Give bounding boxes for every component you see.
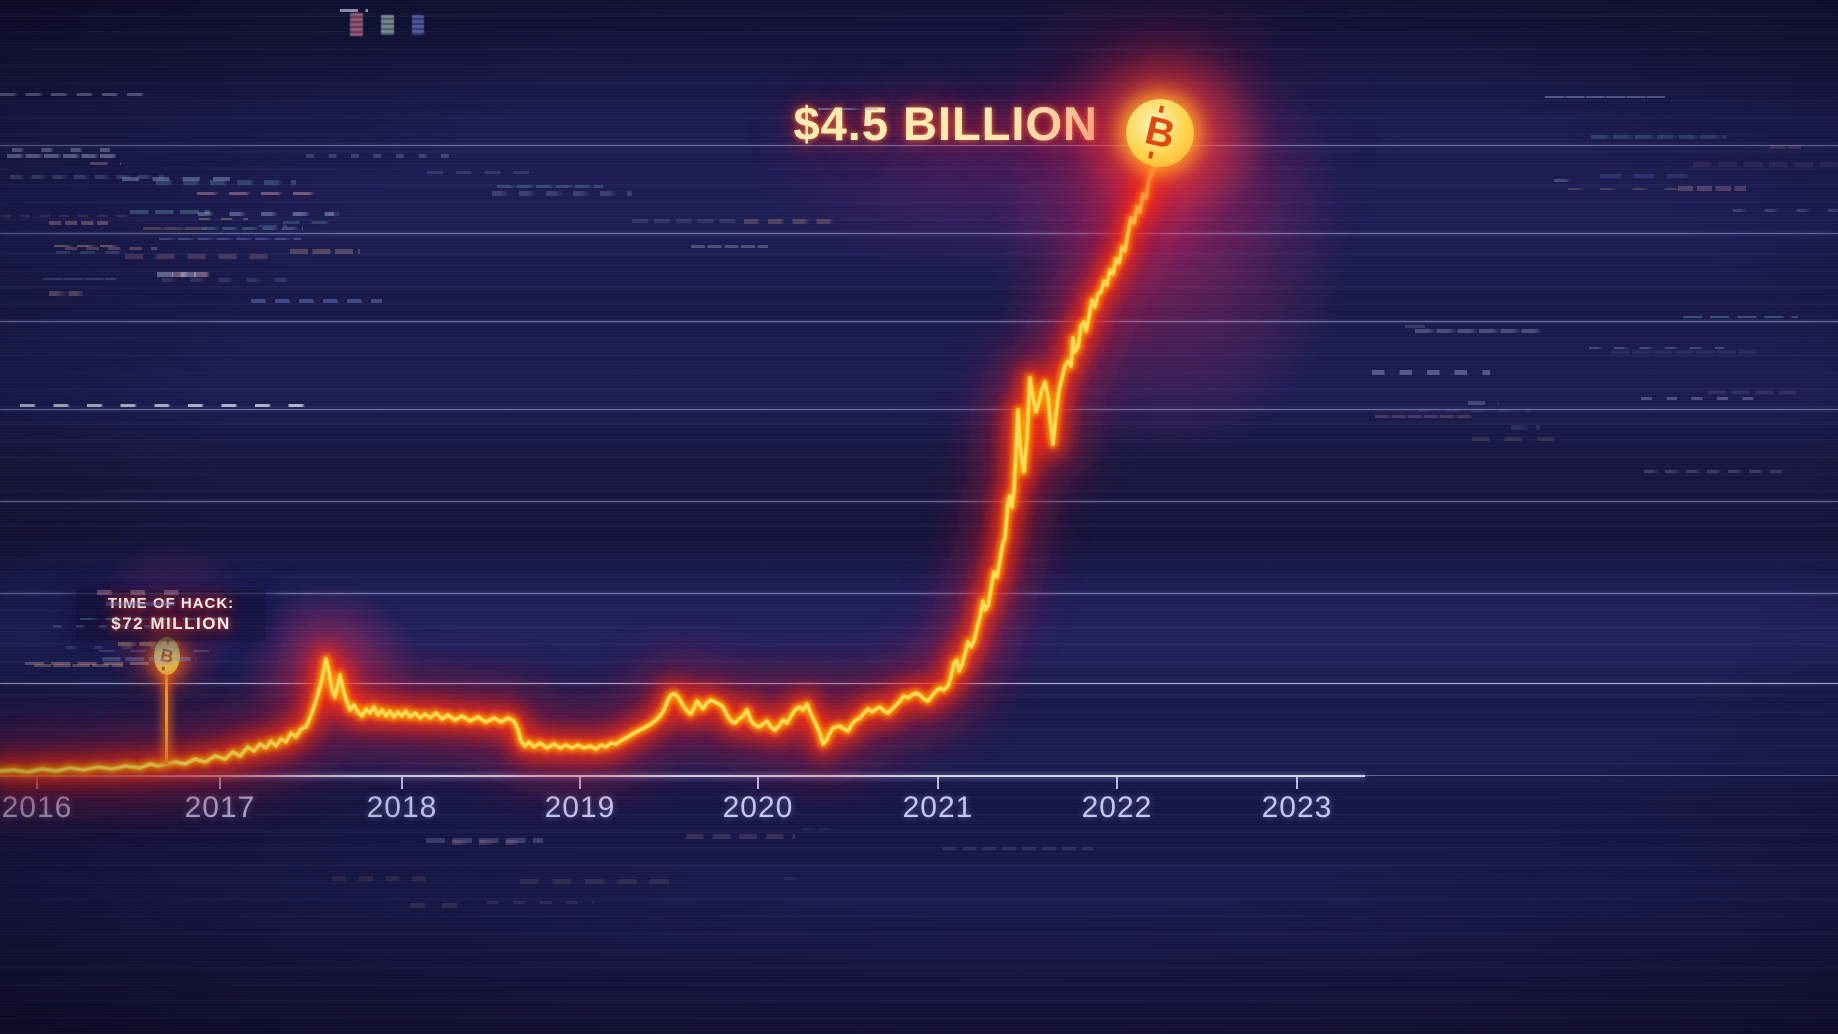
peak-value-label: $4.5 BILLION [793, 97, 1098, 150]
glitch-block-teal [381, 15, 394, 35]
bitcoin-bar-bottom [1148, 151, 1154, 159]
hack-marker-stem [165, 672, 168, 764]
bitcoin-icon: B [1126, 99, 1194, 167]
bitcoin-icon-small: B [154, 637, 180, 675]
hack-annotation-line2: $72 MILLION [111, 614, 231, 633]
hack-annotation: TIME OF HACK: $72 MILLION [76, 590, 266, 641]
hack-annotation-line1: TIME OF HACK: [107, 595, 235, 612]
bitcoin-bar-top [165, 640, 170, 646]
bitcoin-bar-bottom [161, 666, 166, 671]
glitch-block-blue [412, 15, 424, 35]
glitch-block-pink [350, 13, 363, 36]
line-glow-wash [0, 131, 1190, 804]
